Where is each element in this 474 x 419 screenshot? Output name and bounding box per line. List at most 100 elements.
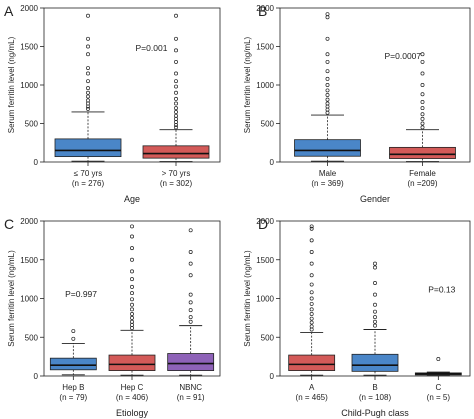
outlier-point xyxy=(86,79,90,84)
box-c: C(n = 5) xyxy=(414,357,462,402)
outlier-point xyxy=(188,308,193,313)
outlier-point xyxy=(86,94,90,99)
x-tick-n-label: (n =209) xyxy=(407,179,437,188)
outlier-point xyxy=(436,357,441,361)
box-nbnc: NBNC(n = 91) xyxy=(167,228,215,402)
iqr-box xyxy=(351,353,399,372)
box-hep-c: Hep C(n = 406) xyxy=(108,224,156,402)
outlier-point xyxy=(420,121,425,126)
x-tick-n-label: (n = 5) xyxy=(427,393,451,402)
outlier-point xyxy=(130,246,134,251)
outlier-point xyxy=(309,290,314,295)
outlier-point xyxy=(86,44,90,49)
outlier-point xyxy=(130,307,134,312)
y-tick-label: 1000 xyxy=(20,81,38,90)
x-tick-label: A xyxy=(309,383,315,392)
outlier-point xyxy=(420,112,425,117)
outlier-point xyxy=(174,13,178,18)
box-b: B(n = 108) xyxy=(351,261,399,402)
outlier-point xyxy=(373,281,377,285)
outlier-point xyxy=(86,13,90,18)
y-axis-label: Serum ferritin level (ng/mL) xyxy=(243,36,252,133)
box--70-yrs: > 70 yrs(n = 302) xyxy=(142,13,210,188)
outlier-point xyxy=(309,327,314,332)
y-tick-label: 500 xyxy=(25,120,39,129)
outlier-point xyxy=(86,66,90,71)
outlier-point xyxy=(86,52,90,57)
y-tick-label: 1000 xyxy=(256,295,274,304)
outlier-point xyxy=(325,110,330,115)
outlier-point xyxy=(373,265,377,270)
iqr-box xyxy=(389,146,456,159)
y-tick-label: 2000 xyxy=(256,217,274,226)
outlier-point xyxy=(325,97,330,102)
outlier-point xyxy=(325,101,330,106)
outlier-point xyxy=(373,323,377,328)
outlier-point xyxy=(174,123,178,127)
panel-letter: A xyxy=(4,3,14,19)
y-tick-label: 1000 xyxy=(20,295,38,304)
outlier-point xyxy=(188,315,193,320)
outlier-point xyxy=(420,106,425,111)
p-value-annotation: P=0.001 xyxy=(136,43,168,53)
outlier-point xyxy=(309,307,314,312)
box-hep-b: Hep B(n = 79) xyxy=(49,329,97,402)
x-tick-label: > 70 yrs xyxy=(162,169,191,178)
outlier-point xyxy=(188,228,193,233)
outlier-point xyxy=(130,269,134,274)
outlier-point xyxy=(86,106,90,111)
x-tick-label: Hep C xyxy=(121,383,144,392)
y-tick-label: 0 xyxy=(34,372,39,381)
y-tick-label: 500 xyxy=(261,333,275,342)
outlier-point xyxy=(130,312,134,316)
x-tick-label: NBNC xyxy=(179,383,202,392)
outlier-point xyxy=(325,36,330,41)
outlier-point xyxy=(86,98,90,103)
panel-b: B 0 500 1000 1500 2000 Serum ferritin level (n… xyxy=(243,3,471,204)
outlier-point xyxy=(309,282,314,287)
outlier-point xyxy=(174,113,178,118)
outlier-point xyxy=(174,125,178,130)
y-tick-label: 1000 xyxy=(256,81,274,90)
outlier-point xyxy=(174,120,178,124)
panel-letter: B xyxy=(258,3,267,19)
plot-frame xyxy=(279,7,471,163)
y-tick-label: 0 xyxy=(270,372,275,381)
outlier-point xyxy=(325,88,330,93)
outlier-point xyxy=(188,319,193,324)
panel-d: D 0 500 1000 1500 2000 Serum ferritin level (n… xyxy=(243,216,471,418)
x-axis-label: Gender xyxy=(360,194,390,204)
outlier-point xyxy=(309,312,314,316)
y-tick-label: 2000 xyxy=(20,217,38,226)
outlier-point xyxy=(188,261,193,266)
outlier-point xyxy=(309,316,314,321)
outlier-point xyxy=(325,76,330,81)
y-tick-label: 2000 xyxy=(20,4,38,13)
outlier-point xyxy=(420,83,425,87)
x-tick-n-label: (n = 302) xyxy=(160,179,193,188)
outlier-point xyxy=(309,324,314,329)
y-tick-label: 0 xyxy=(270,158,275,167)
iqr-box xyxy=(49,357,97,371)
outlier-point xyxy=(373,261,377,266)
outlier-point xyxy=(188,300,193,305)
p-value-annotation: P=0.0007 xyxy=(385,51,422,61)
outlier-point xyxy=(309,226,314,231)
iqr-box xyxy=(108,354,156,371)
box--70-yrs: ≤ 70 yrs(n = 276) xyxy=(54,13,122,188)
outlier-point xyxy=(420,59,425,64)
y-tick-label: 1500 xyxy=(20,256,38,265)
outlier-point xyxy=(130,302,134,307)
x-tick-label: Female xyxy=(409,169,436,178)
p-value-annotation: P=0.13 xyxy=(428,284,455,294)
iqr-box xyxy=(294,139,361,157)
outlier-point xyxy=(420,92,425,97)
outlier-point xyxy=(325,107,330,112)
outlier-point xyxy=(188,292,193,297)
outlier-point xyxy=(309,320,314,325)
x-axis-label: Age xyxy=(124,194,140,204)
outlier-point xyxy=(71,336,76,341)
box-a: A(n = 465) xyxy=(288,224,336,402)
outlier-point xyxy=(174,79,178,84)
